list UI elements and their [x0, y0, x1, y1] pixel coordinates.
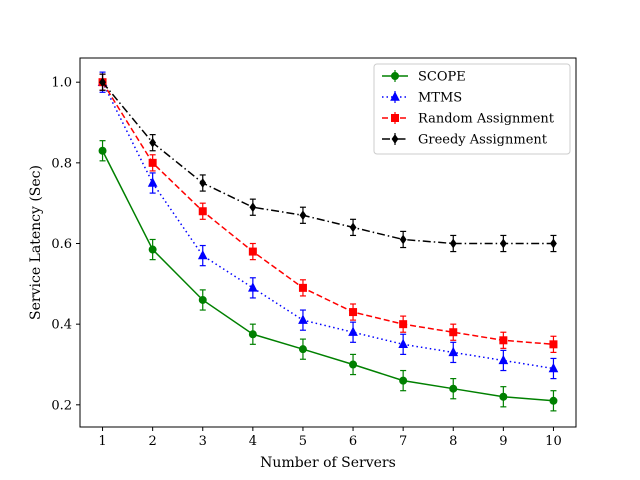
- x-axis-label: Number of Servers: [260, 455, 396, 471]
- x-tick-label: 1: [98, 434, 106, 449]
- data-point: [550, 238, 557, 249]
- x-tick-label: 3: [199, 434, 207, 449]
- data-point: [398, 338, 408, 349]
- series-scope: [98, 140, 558, 412]
- y-tick-label: 0.4: [51, 318, 72, 333]
- data-point: [248, 247, 257, 256]
- data-point: [248, 330, 257, 339]
- data-point: [499, 392, 508, 401]
- data-point: [499, 238, 507, 249]
- x-tick-label: 9: [499, 434, 507, 449]
- y-tick-label: 0.6: [51, 237, 72, 252]
- data-point: [399, 234, 407, 245]
- data-point: [148, 158, 157, 167]
- data-point: [98, 146, 107, 155]
- y-tick-label: 0.2: [51, 398, 72, 413]
- data-point: [449, 238, 457, 249]
- data-point: [147, 177, 158, 187]
- legend-item: Random Assignment: [382, 112, 555, 127]
- legend-marker: [391, 134, 399, 144]
- data-point: [298, 314, 308, 324]
- y-tick-label: 0.8: [51, 156, 72, 171]
- legend-label: Random Assignment: [418, 112, 555, 127]
- x-tick-label: 8: [449, 434, 457, 449]
- data-point: [148, 245, 157, 254]
- data-point: [248, 282, 258, 292]
- data-point: [498, 354, 509, 365]
- legend-label: MTMS: [418, 91, 462, 106]
- x-tick-label: 2: [149, 434, 157, 449]
- legend-item: Greedy Assignment: [382, 133, 548, 148]
- data-point: [298, 345, 307, 354]
- legend-item: SCOPE: [382, 70, 466, 85]
- series-layer: [97, 71, 559, 412]
- data-point: [448, 346, 459, 357]
- series-line: [101, 150, 554, 402]
- series-line: [101, 81, 554, 245]
- y-axis-ticks: 0.2 0.4 0.6 0.8 1.0: [51, 76, 80, 413]
- data-point: [99, 77, 106, 88]
- data-point: [249, 202, 257, 213]
- x-tick-label: 5: [299, 434, 307, 449]
- legend-box: [373, 63, 571, 155]
- data-point: [399, 376, 408, 385]
- data-point: [198, 295, 207, 304]
- data-point: [348, 326, 358, 336]
- plot-frame: [79, 57, 577, 428]
- data-point: [548, 362, 559, 373]
- data-point: [349, 360, 358, 369]
- data-point: [299, 210, 307, 221]
- x-tick-label: 6: [349, 434, 357, 449]
- series-line: [101, 81, 554, 346]
- data-point: [549, 396, 558, 405]
- y-tick-label: 1.0: [51, 76, 72, 91]
- legend-label: Greedy Assignment: [418, 133, 548, 148]
- data-point: [149, 137, 157, 148]
- legend-item: MTMS: [382, 91, 462, 106]
- legend-marker: [391, 114, 399, 122]
- legend: SCOPE MTMS Random Assignment Greedy Assignm…: [373, 63, 571, 155]
- data-point: [198, 207, 207, 216]
- data-point: [449, 384, 458, 393]
- legend-marker: [391, 72, 399, 80]
- data-point: [399, 320, 408, 329]
- legend-marker: [390, 91, 400, 101]
- x-tick-label: 10: [545, 434, 562, 449]
- data-point: [449, 328, 458, 337]
- data-point: [298, 283, 307, 292]
- legend-label: SCOPE: [418, 70, 466, 85]
- data-point: [349, 222, 357, 233]
- data-point: [197, 250, 208, 260]
- x-axis-ticks: 1 2 3 4 5 6 7 8 9 10: [98, 427, 562, 449]
- y-axis-label: Service Latency (Sec): [28, 165, 44, 320]
- x-tick-label: 7: [399, 434, 407, 449]
- x-tick-label: 4: [249, 434, 257, 449]
- data-point: [199, 178, 207, 188]
- series-greedy-assignment: [99, 73, 557, 253]
- series-random-assignment: [98, 73, 558, 353]
- data-point: [349, 308, 358, 317]
- data-point: [499, 336, 508, 345]
- data-point: [549, 340, 558, 349]
